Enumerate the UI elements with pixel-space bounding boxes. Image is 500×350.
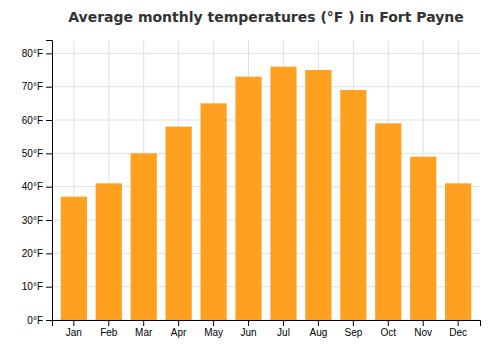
x-tick: Apr: [171, 320, 187, 338]
x-tick-mark: [178, 320, 179, 326]
x-tick-label: Feb: [100, 327, 118, 338]
x-tick-mark: [283, 320, 284, 326]
x-tick: Nov: [414, 320, 432, 338]
y-tick-mark: [46, 220, 52, 221]
y-tick-mark: [46, 253, 52, 254]
x-tick-mark: [458, 320, 459, 326]
y-tick: 60°F: [22, 115, 52, 126]
y-tick-mark: [46, 153, 52, 154]
bar: [410, 157, 436, 320]
x-axis: Jan Feb Mar Apr May Jun Jul Aug Sep Oct Nov Dec: [53, 320, 481, 338]
y-tick: 20°F: [22, 248, 52, 259]
x-tick: Sep: [344, 320, 362, 338]
y-tick-mark: [46, 120, 52, 121]
x-tick-mark: [248, 320, 249, 326]
x-tick-label: Jul: [277, 327, 290, 338]
y-tick: 10°F: [22, 281, 52, 292]
bar: [270, 67, 296, 320]
x-tick: Mar: [135, 320, 153, 338]
y-tick-label: 80°F: [22, 48, 43, 59]
x-tick-label: Oct: [381, 327, 397, 338]
bar: [96, 183, 122, 320]
bar: [235, 77, 261, 320]
title: Average monthly temperatures (°F ) in Fo…: [68, 9, 464, 25]
y-tick-label: 40°F: [22, 181, 43, 192]
grid-line: [52, 86, 480, 87]
bar: [305, 70, 331, 320]
y-tick: 40°F: [22, 181, 52, 192]
y-tick: 80°F: [22, 48, 52, 59]
x-axis-line: [53, 321, 481, 327]
x-tick: Dec: [449, 320, 467, 338]
bar: [200, 103, 226, 320]
y-tick-label: 30°F: [22, 215, 43, 226]
bars: [61, 67, 472, 320]
x-tick-mark: [73, 320, 74, 326]
x-tick-mark: [108, 320, 109, 326]
x-tick: May: [204, 320, 223, 338]
x-tick-mark: [213, 320, 214, 326]
y-tick: 70°F: [22, 81, 52, 92]
y-tick-label: 50°F: [22, 148, 43, 159]
x-tick: Jan: [66, 320, 82, 338]
x-tick: Oct: [381, 320, 397, 338]
y-tick-label: 20°F: [22, 248, 43, 259]
chart: 0°F 10°F 20°F 30°F 40°F 50°F 60°F 70°F 80°F Jan Fe…: [0, 0, 500, 350]
x-tick: Feb: [100, 320, 118, 338]
y-tick-mark: [46, 287, 52, 288]
y-tick: 30°F: [22, 215, 52, 226]
x-tick: Jul: [277, 320, 290, 338]
x-tick-label: Jan: [66, 327, 82, 338]
y-tick-mark: [46, 187, 52, 188]
x-tick-mark: [143, 320, 144, 326]
bar: [166, 127, 192, 320]
y-tick-mark: [46, 320, 52, 321]
y-tick-mark: [46, 53, 52, 54]
y-axis-line: [46, 41, 53, 321]
x-tick-label: Mar: [135, 327, 153, 338]
grid: [52, 40, 480, 320]
bar: [445, 183, 471, 320]
y-tick-label: 10°F: [22, 281, 43, 292]
x-tick-label: Sep: [344, 327, 362, 338]
y-axis: 0°F 10°F 20°F 30°F 40°F 50°F 60°F 70°F 80°F: [22, 41, 53, 326]
grid-line: [52, 120, 480, 121]
y-tick-mark: [46, 87, 52, 88]
bar: [131, 153, 157, 320]
x-tick-mark: [388, 320, 389, 326]
y-tick-label: 70°F: [22, 81, 43, 92]
x-tick-label: Nov: [414, 327, 432, 338]
x-tick-label: Dec: [449, 327, 467, 338]
x-tick-mark: [318, 320, 319, 326]
y-tick: 50°F: [22, 148, 52, 159]
y-tick: 0°F: [27, 315, 52, 326]
bar: [375, 123, 401, 320]
x-tick-label: Apr: [171, 327, 187, 338]
x-tick-label: Aug: [310, 327, 328, 338]
y-tick-label: 0°F: [27, 315, 43, 326]
grid-line: [52, 53, 480, 54]
x-tick-mark: [423, 320, 424, 326]
x-tick-label: Jun: [240, 327, 256, 338]
grid-line: [52, 153, 480, 154]
bar: [340, 90, 366, 320]
x-tick-mark: [353, 320, 354, 326]
x-tick: Jun: [240, 320, 256, 338]
x-tick-label: May: [204, 327, 223, 338]
y-tick-label: 60°F: [22, 115, 43, 126]
x-tick: Aug: [310, 320, 328, 338]
bar: [61, 197, 87, 320]
